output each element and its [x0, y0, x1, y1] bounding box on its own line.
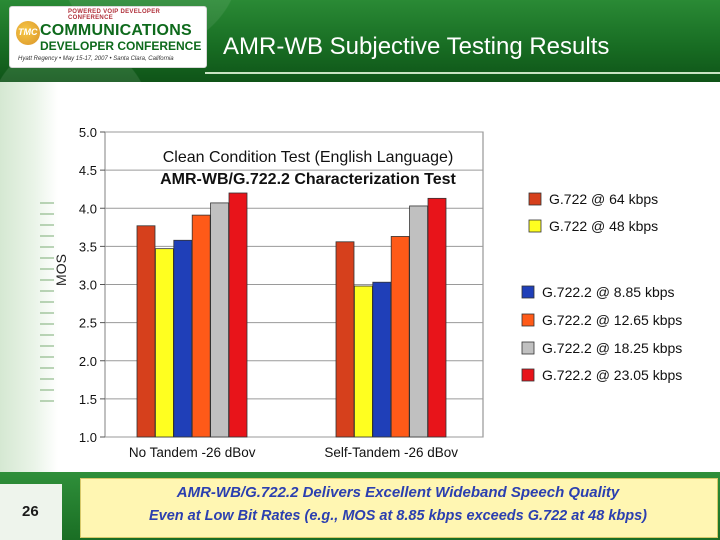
header-divider: [205, 72, 720, 74]
x-category-label: No Tandem -26 dBov: [129, 445, 256, 460]
bar: [228, 192, 248, 438]
y-axis-ticks: 1.0 1.5 2.0 2.5 3.0 3.5 4.0 4.5 5.0: [79, 125, 105, 445]
legend-swatch: [521, 313, 535, 327]
logo-badge-text: TMC: [18, 27, 38, 37]
chart-title-line-2: AMR-WB/G.722.2 Characterization Test: [160, 171, 456, 188]
bar: [390, 236, 410, 438]
bar: [136, 225, 156, 438]
logo-top-text: POWERED VOIP DEVELOPER CONFERENCE: [68, 9, 161, 21]
legend-swatch: [521, 341, 535, 355]
bar: [372, 281, 392, 438]
y-tick-label: 1.5: [79, 392, 97, 407]
y-tick-label: 2.0: [79, 354, 97, 369]
chart-legend: G.722 @ 64 kbps G.722 @ 48 kbps G.722.2 @ …: [521, 191, 682, 383]
bar: [210, 202, 230, 438]
legend-label: G.722.2 @ 23.05 kbps: [542, 367, 682, 383]
bar: [173, 239, 193, 438]
legend-label: G.722 @ 64 kbps: [549, 191, 658, 207]
bar: [191, 214, 211, 438]
bar: [353, 285, 373, 438]
legend-label: G.722.2 @ 18.25 kbps: [542, 340, 682, 356]
logo-line-1: COMMUNICATIONS: [40, 22, 192, 39]
legend-swatch: [521, 368, 535, 382]
slide-title: AMR-WB Subjective Testing Results: [223, 33, 610, 60]
conference-logo: POWERED VOIP DEVELOPER CONFERENCE TMC CO…: [9, 6, 207, 68]
takeaway-line-2: Even at Low Bit Rates (e.g., MOS at 8.85…: [148, 508, 648, 524]
legend-swatch: [528, 219, 542, 233]
legend-swatch: [528, 192, 542, 206]
page-number-box: [0, 484, 62, 540]
logo-line-3: Hyatt Regency • May 15-17, 2007 • Santa …: [18, 56, 174, 62]
takeaway-box: [80, 478, 718, 538]
left-decoration-strip: [0, 82, 58, 472]
left-dots-decoration: [40, 202, 54, 402]
takeaway-line-1: AMR-WB/G.722.2 Delivers Excellent Wideba…: [176, 484, 620, 501]
legend-swatch: [521, 285, 535, 299]
bar: [409, 205, 429, 438]
y-tick-label: 5.0: [79, 125, 97, 140]
x-category-label: Self-Tandem -26 dBov: [324, 445, 458, 460]
y-tick-label: 4.5: [79, 163, 97, 178]
legend-label: G.722.2 @ 8.85 kbps: [542, 284, 675, 300]
x-axis-categories: No Tandem -26 dBov Self-Tandem -26 dBov: [129, 445, 458, 460]
y-tick-label: 1.0: [79, 430, 97, 445]
chart-title-line-1: Clean Condition Test (English Language): [163, 149, 454, 166]
legend-label: G.722.2 @ 12.65 kbps: [542, 312, 682, 328]
bars: [136, 192, 447, 438]
bar: [427, 197, 447, 438]
bar: [335, 241, 355, 438]
mos-bar-chart: 1.0 1.5 2.0 2.5 3.0 3.5 4.0 4.5 5.0 No Tandem -2…: [53, 125, 682, 460]
bar: [154, 248, 174, 438]
y-axis-label: MOS: [53, 254, 69, 286]
logo-line-2: DEVELOPER CONFERENCE: [40, 39, 202, 53]
page-number: 26: [22, 503, 39, 520]
y-tick-label: 3.0: [79, 278, 97, 293]
y-tick-label: 3.5: [79, 239, 97, 254]
legend-label: G.722 @ 48 kbps: [549, 218, 658, 234]
y-tick-label: 2.5: [79, 316, 97, 331]
logo-badge-icon: [16, 21, 40, 45]
y-tick-label: 4.0: [79, 201, 97, 216]
